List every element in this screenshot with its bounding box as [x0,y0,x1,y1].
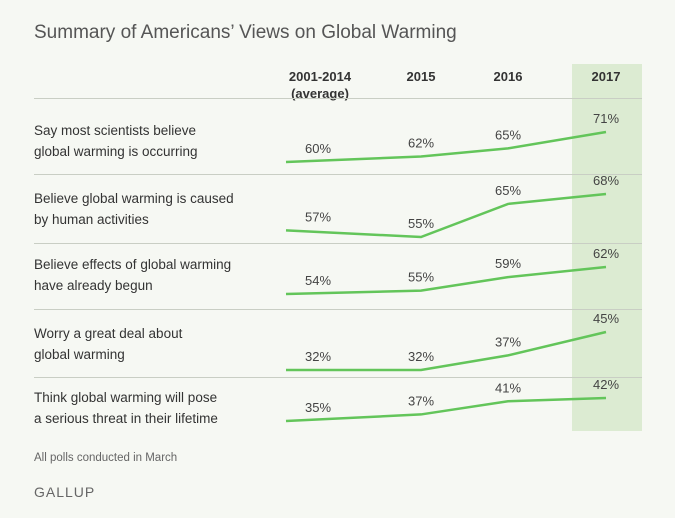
row-divider [34,309,642,310]
row-label-3: Worry a great deal about global warming [34,323,264,365]
data-label: 41% [495,380,521,395]
data-label: 42% [593,377,619,392]
column-header-3: 2017 [561,68,651,85]
series-line-3 [286,330,607,372]
data-label: 62% [408,136,434,151]
data-label: 35% [305,400,331,415]
data-label: 54% [305,273,331,288]
chart-title: Summary of Americans’ Views on Global Wa… [34,22,457,43]
series-line-4 [285,396,607,423]
column-header-line: (average) [291,86,349,101]
row-label-line: Think global warming will pose [34,390,218,405]
data-label: 65% [495,127,521,142]
data-label: 62% [593,246,619,261]
data-label: 55% [408,270,434,285]
data-label: 71% [593,111,619,126]
column-header-1: 2015 [376,68,466,85]
data-label: 45% [593,311,619,326]
row-label-line: Say most scientists believe [34,123,197,138]
data-label: 60% [305,141,331,156]
column-header-line: 2017 [591,69,621,84]
row-label-4: Think global warming will pose a serious … [34,387,264,429]
column-header-2: 2016 [463,68,553,85]
row-label-1: Believe global warming is caused by human… [34,188,264,230]
row-divider [34,98,642,99]
column-header-line: 2016 [493,69,523,84]
row-label-line: a serious threat in their lifetime [34,411,218,426]
row-label-line: Worry a great deal about [34,326,183,341]
row-label-2: Believe effects of global warming have al… [34,254,264,296]
footnote: All polls conducted in March [34,452,178,464]
data-label: 37% [495,334,521,349]
data-label: 32% [408,349,434,364]
data-label: 55% [408,216,434,231]
row-divider [34,174,642,175]
data-label: 57% [305,209,331,224]
data-label: 65% [495,183,521,198]
brand-logo: GALLUP [34,484,96,500]
series-line-1 [285,192,607,239]
row-label-line: global warming [34,347,125,362]
row-label-line: global warming is occurring [34,144,198,159]
data-label: 32% [305,349,331,364]
row-label-0: Say most scientists believe global warmin… [34,120,264,162]
column-header-line: 2001-2014 [288,69,352,84]
column-header-line: 2015 [406,69,436,84]
row-label-line: Believe effects of global warming [34,257,232,272]
data-label: 37% [408,393,434,408]
row-label-line: by human activities [34,212,149,227]
series-line-2 [285,265,607,296]
data-label: 59% [495,256,521,271]
highlight-column-2017 [572,64,642,431]
series-line-0 [285,130,607,164]
row-label-line: have already begun [34,278,153,293]
data-label: 68% [593,173,619,188]
row-label-line: Believe global warming is caused [34,191,234,206]
column-header-0: 2001-2014 (average) [275,68,365,102]
row-divider [34,377,642,378]
row-divider [34,243,642,244]
